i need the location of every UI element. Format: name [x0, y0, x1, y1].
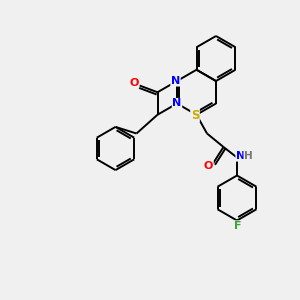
Text: N: N — [171, 76, 180, 86]
Text: F: F — [234, 221, 241, 231]
Text: O: O — [204, 161, 213, 171]
Text: O: O — [129, 78, 139, 88]
Text: H: H — [244, 151, 253, 161]
Text: N: N — [172, 98, 182, 109]
Text: N: N — [236, 151, 245, 161]
Text: S: S — [191, 109, 199, 122]
